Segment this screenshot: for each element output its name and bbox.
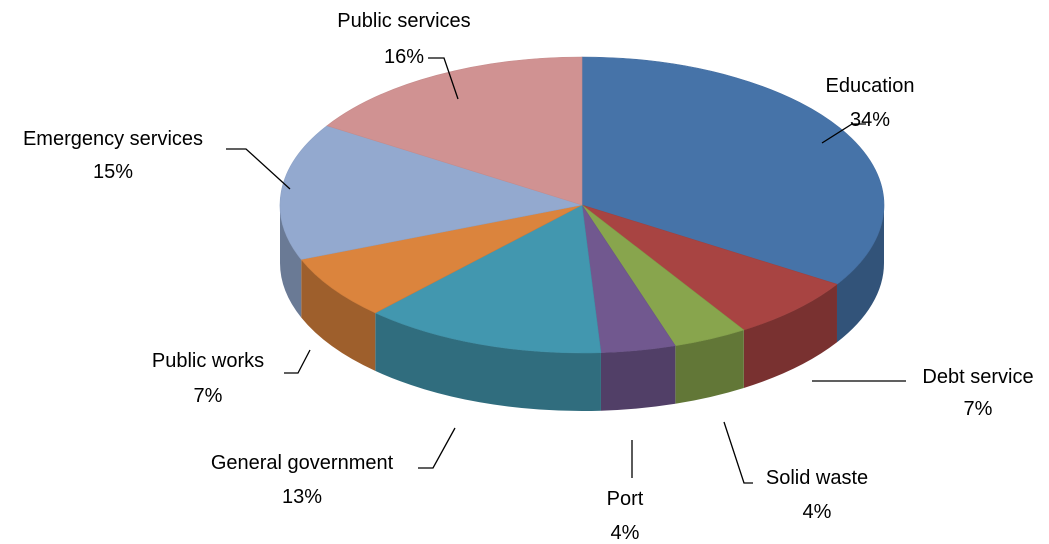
slice-name-debt-service: Debt service (922, 366, 1033, 388)
slice-labels: Education 34% Debt service 7% Solid waste 4% P… (23, 10, 1034, 544)
pie-slice-education (581, 56, 885, 285)
pie-slice-general-government (374, 204, 602, 354)
slice-percent-education: 34% (850, 109, 890, 131)
pie-side-public-works (301, 259, 376, 371)
pie-slice-public-services (326, 56, 583, 206)
slice-percent-public-services: 16% (384, 46, 424, 68)
pie-top-faces (279, 56, 885, 354)
leader-lines (226, 57, 906, 484)
leader-line-public-works (284, 349, 311, 374)
leader-line-emergency-services (226, 148, 291, 190)
pie-side-education (836, 205, 884, 343)
pie-side-general-government (375, 312, 601, 411)
pie-side-solid-waste (675, 329, 744, 404)
pie-slice-emergency-services (279, 125, 583, 260)
pie-slice-public-works (300, 204, 583, 314)
slice-name-education: Education (826, 75, 915, 97)
slice-name-public-works: Public works (152, 350, 264, 372)
slice-percent-debt-service: 7% (964, 398, 993, 420)
pie-slice-debt-service (581, 204, 838, 331)
slice-name-general-government: General government (211, 452, 394, 474)
slice-percent-port: 4% (611, 522, 640, 544)
slice-name-solid-waste: Solid waste (766, 467, 868, 489)
slice-name-port: Port (607, 488, 644, 510)
leader-line-solid-waste (723, 421, 753, 484)
slice-percent-general-government: 13% (282, 486, 322, 508)
leader-line-public-services (428, 57, 459, 100)
slice-percent-emergency-services: 15% (93, 161, 133, 183)
leader-line-education (821, 123, 866, 144)
pie-side-walls (280, 205, 884, 411)
slice-name-emergency-services: Emergency services (23, 128, 203, 150)
slice-name-public-services: Public services (337, 10, 470, 32)
pie-side-debt-service (743, 284, 837, 388)
slice-percent-solid-waste: 4% (803, 501, 832, 523)
leader-line-general-government (418, 427, 456, 469)
pie-side-port (600, 345, 676, 411)
slice-percent-public-works: 7% (194, 385, 223, 407)
